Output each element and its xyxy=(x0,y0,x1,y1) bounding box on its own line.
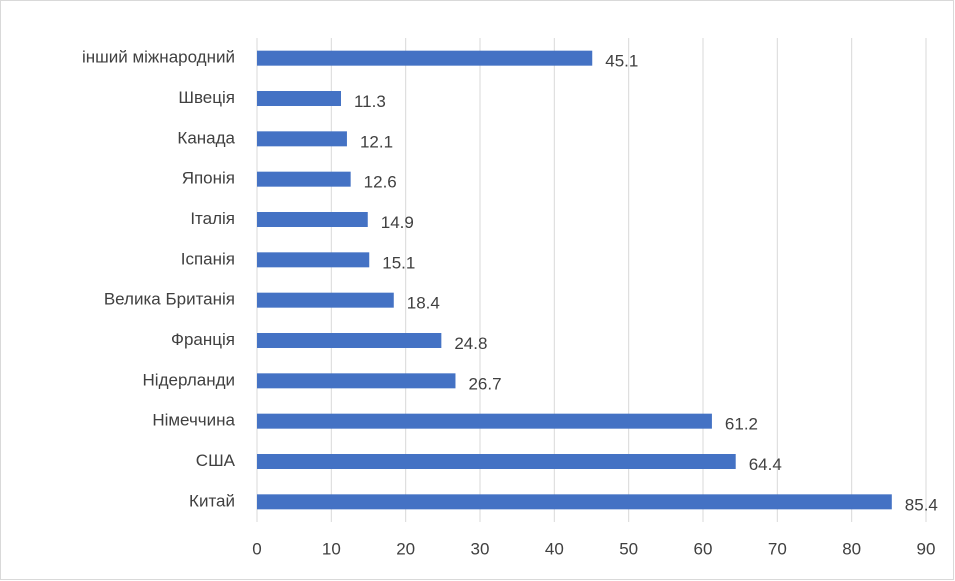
x-tick-label: 50 xyxy=(619,539,638,558)
data-label: 26.7 xyxy=(468,374,501,393)
y-tick-label: Японія xyxy=(182,169,235,188)
bar xyxy=(257,91,341,106)
x-tick-label: 0 xyxy=(252,539,261,558)
y-tick-label: Швеція xyxy=(178,88,235,107)
data-label: 61.2 xyxy=(725,415,758,434)
y-tick-label: США xyxy=(196,451,236,470)
data-label: 85.4 xyxy=(905,495,938,514)
bar xyxy=(257,373,456,389)
data-label: 64.4 xyxy=(749,455,782,474)
bar xyxy=(257,50,593,66)
y-tick-label: Іспанія xyxy=(181,249,235,268)
x-tick-label: 10 xyxy=(322,539,341,558)
y-tick-label: Франція xyxy=(171,330,235,349)
x-tick-label: 70 xyxy=(768,539,787,558)
y-tick-label: Китай xyxy=(189,491,235,510)
bar xyxy=(257,212,368,227)
data-label: 12.1 xyxy=(360,132,393,151)
data-label: 14.9 xyxy=(381,213,414,232)
data-label: 11.3 xyxy=(354,92,386,111)
data-label: 45.1 xyxy=(605,52,638,71)
y-tick-label: Нідерланди xyxy=(143,370,235,389)
x-tick-label: 20 xyxy=(396,539,415,558)
y-tick-label: Канада xyxy=(177,128,235,147)
bar xyxy=(257,252,370,268)
bar xyxy=(257,494,892,510)
data-label: 24.8 xyxy=(454,334,487,353)
bar xyxy=(257,131,347,147)
y-tick-label: інший міжнародний xyxy=(82,48,235,67)
x-tick-label: 60 xyxy=(694,539,713,558)
x-tick-label: 40 xyxy=(545,539,564,558)
x-tick-label: 30 xyxy=(471,539,490,558)
bar xyxy=(257,454,736,469)
bar xyxy=(257,413,712,429)
data-label: 12.6 xyxy=(364,173,397,192)
data-label: 15.1 xyxy=(382,253,415,272)
bar xyxy=(257,171,351,187)
bar xyxy=(257,333,442,348)
bar xyxy=(257,292,394,308)
y-tick-label: Велика Британія xyxy=(104,290,235,309)
x-tick-label: 90 xyxy=(917,539,936,558)
y-tick-label: Італія xyxy=(190,209,235,228)
y-tick-label: Німеччина xyxy=(152,411,235,430)
x-tick-label: 80 xyxy=(842,539,861,558)
data-label: 18.4 xyxy=(407,294,440,313)
